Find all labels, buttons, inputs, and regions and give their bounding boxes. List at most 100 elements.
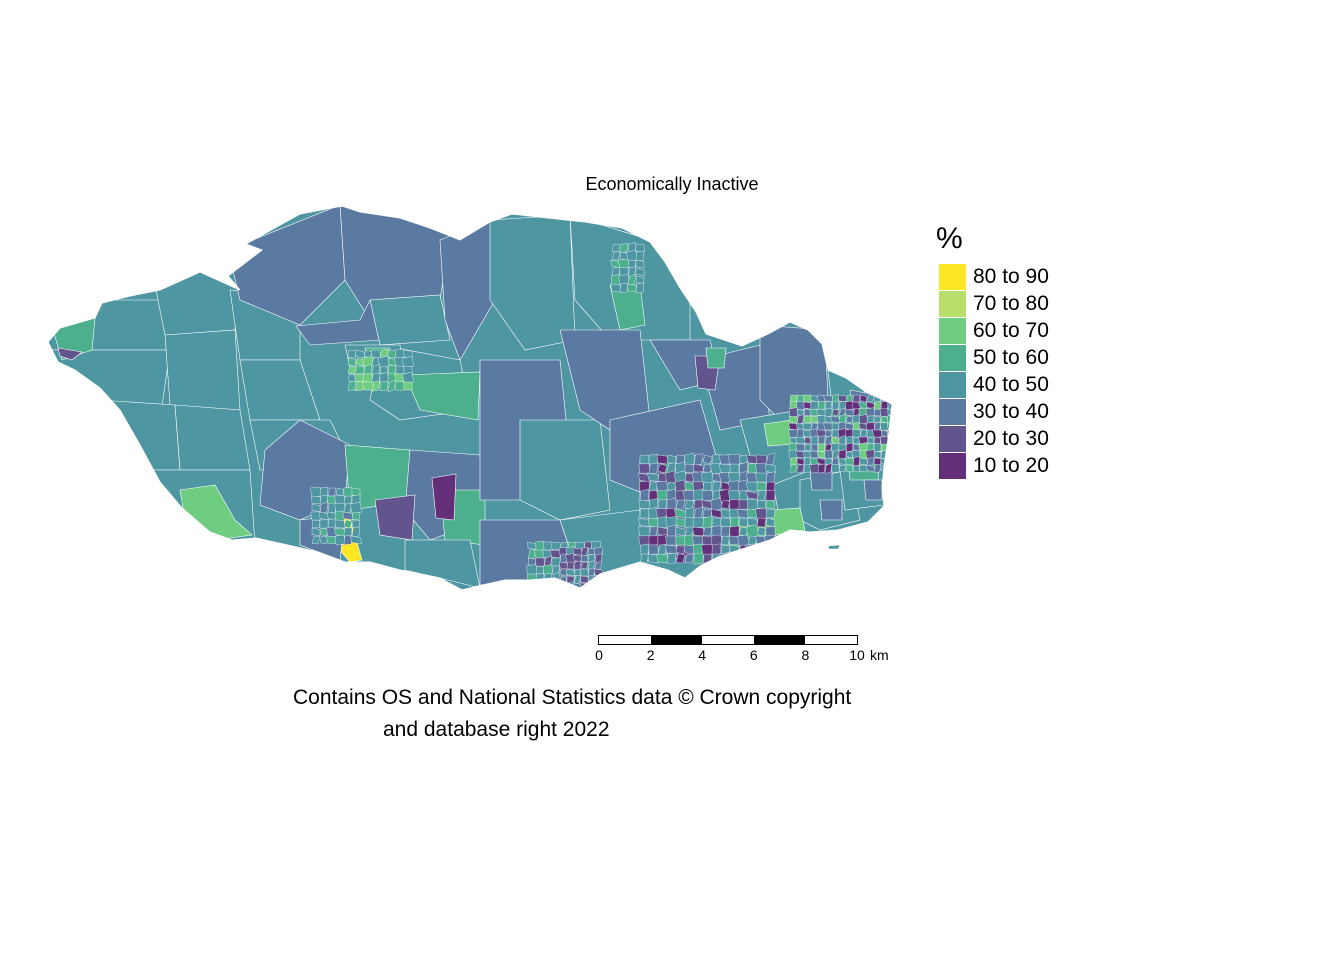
urban-ward: [765, 481, 776, 492]
urban-ward: [639, 543, 650, 556]
urban-ward: [362, 373, 374, 383]
scale-bar-tick: 2: [646, 647, 655, 663]
scale-bar-unit: km: [870, 647, 889, 663]
scale-bar-segment: [753, 636, 806, 644]
urban-ward: [693, 453, 704, 466]
urban-ward: [803, 464, 812, 473]
urban-ward: [796, 464, 805, 473]
ward-region: [705, 347, 727, 369]
urban-ward: [824, 463, 833, 474]
urban-ward: [535, 573, 545, 583]
urban-ward: [635, 267, 645, 277]
urban-ward: [765, 508, 776, 519]
urban-ward: [675, 544, 686, 555]
urban-ward: [573, 560, 582, 571]
urban-ward: [594, 582, 603, 590]
urban-ward: [371, 380, 381, 392]
urban-ward: [796, 428, 805, 439]
urban-ward: [638, 463, 651, 474]
urban-ward: [803, 401, 812, 410]
urban-ward: [720, 526, 731, 537]
attribution-line-2: and database right 2022: [383, 718, 610, 741]
urban-ward: [845, 464, 854, 473]
urban-ward: [810, 415, 819, 424]
urban-ward: [638, 499, 651, 510]
urban-ward: [559, 581, 568, 590]
urban-ward: [866, 457, 875, 466]
urban-ward: [756, 489, 767, 502]
urban-ward: [656, 553, 669, 564]
urban-ward: [343, 527, 353, 537]
urban-ward: [664, 544, 679, 555]
urban-ward: [693, 552, 704, 565]
urban-ward: [803, 394, 812, 403]
urban-ward: [711, 481, 722, 492]
urban-ward: [845, 442, 854, 453]
urban-ward: [746, 498, 759, 511]
urban-ward: [859, 464, 868, 473]
urban-ward: [817, 394, 826, 403]
legend-item: 80 to 90: [936, 264, 1049, 291]
urban-ward: [355, 380, 365, 392]
urban-ward: [810, 401, 819, 410]
urban-ward: [647, 553, 660, 564]
urban-ward: [573, 568, 582, 577]
urban-ward: [319, 501, 329, 515]
urban-ward: [701, 490, 714, 501]
urban-ward: [355, 365, 365, 375]
legend-label: 20 to 30: [973, 426, 1049, 450]
urban-ward: [755, 508, 768, 519]
urban-ward: [627, 273, 637, 287]
legend-swatch: [939, 318, 966, 345]
urban-ward: [702, 481, 713, 492]
urban-ward: [831, 408, 840, 417]
urban-ward: [349, 535, 363, 545]
legend-swatch: [939, 452, 966, 479]
urban-ward: [343, 502, 353, 514]
urban-ward: [729, 553, 740, 564]
urban-ward: [727, 453, 742, 466]
ward-region: [149, 259, 241, 336]
legend-label: 60 to 70: [973, 319, 1049, 343]
urban-ward: [666, 553, 677, 564]
ward-region: [431, 473, 457, 521]
legend-item: 10 to 20: [936, 452, 1049, 479]
urban-ward: [756, 517, 767, 528]
urban-ward: [873, 415, 882, 424]
urban-ward: [535, 540, 545, 552]
urban-ward: [765, 499, 776, 510]
urban-ward: [810, 435, 819, 446]
scale-bar-segment: [702, 636, 754, 644]
urban-ward: [335, 510, 345, 522]
urban-ward: [796, 457, 805, 466]
urban-ward: [334, 534, 346, 546]
urban-ward: [343, 495, 353, 505]
urban-ward: [635, 282, 645, 294]
urban-ward: [789, 415, 798, 424]
legend-swatch: [939, 398, 966, 425]
urban-ward: [788, 407, 799, 418]
urban-ward: [738, 499, 749, 510]
urban-ward: [817, 401, 826, 410]
urban-ward: [873, 463, 882, 474]
urban-ward: [648, 463, 659, 474]
urban-ward: [817, 443, 826, 452]
urban-ward: [873, 443, 882, 452]
urban-ward: [738, 517, 749, 528]
urban-ward: [824, 435, 833, 446]
urban-ward: [720, 499, 731, 510]
urban-ward: [765, 471, 776, 484]
urban-ward: [573, 554, 582, 563]
urban-ward: [684, 463, 695, 474]
urban-ward: [736, 508, 751, 519]
urban-ward: [319, 535, 329, 545]
urban-ward: [692, 526, 705, 537]
urban-ward: [838, 449, 847, 460]
scale-bar: km 0 2 4 6 8 10: [595, 635, 889, 663]
legend: % 80 to 90 70 to 80 60 to 70 50 to 60 40 to …: [936, 222, 1049, 479]
islet: [827, 544, 841, 550]
urban-ward: [845, 450, 854, 459]
urban-ward: [719, 517, 732, 528]
urban-ward: [831, 464, 840, 473]
legend-label: 80 to 90: [973, 265, 1049, 289]
